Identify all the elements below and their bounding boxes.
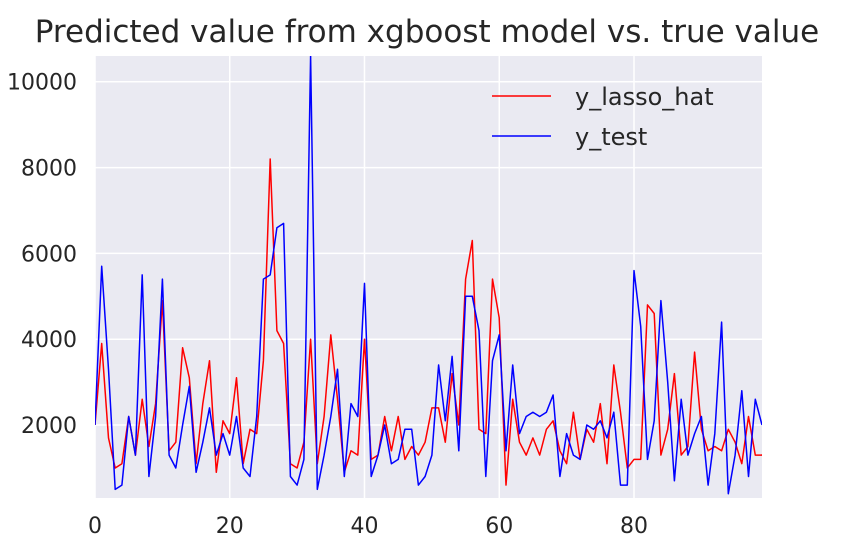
- x-tick-label: 80: [620, 514, 648, 539]
- legend-label: y_lasso_hat: [575, 83, 714, 111]
- chart-title: Predicted value from xgboost model vs. t…: [34, 14, 820, 50]
- x-tick-label: 0: [88, 514, 102, 539]
- legend-label: y_test: [575, 123, 647, 151]
- legend: y_lasso_hat y_test: [492, 83, 714, 151]
- y-tick-label: 2000: [21, 414, 77, 439]
- y-tick-label: 8000: [21, 157, 77, 182]
- series-line-y-test: [95, 56, 762, 495]
- y-tick-label: 6000: [21, 242, 77, 267]
- y-tick-label: 4000: [21, 328, 77, 353]
- tick-labels: 0 20 40 60 80 2000 4000 6000 8000 10000: [7, 71, 648, 539]
- plot-background: [95, 56, 762, 498]
- y-tick-label: 10000: [7, 71, 77, 96]
- x-tick-label: 40: [350, 514, 378, 539]
- x-tick-label: 20: [216, 514, 244, 539]
- series-line-y-lasso-hat: [95, 158, 762, 486]
- series-lines: [95, 56, 762, 495]
- x-tick-label: 60: [485, 514, 513, 539]
